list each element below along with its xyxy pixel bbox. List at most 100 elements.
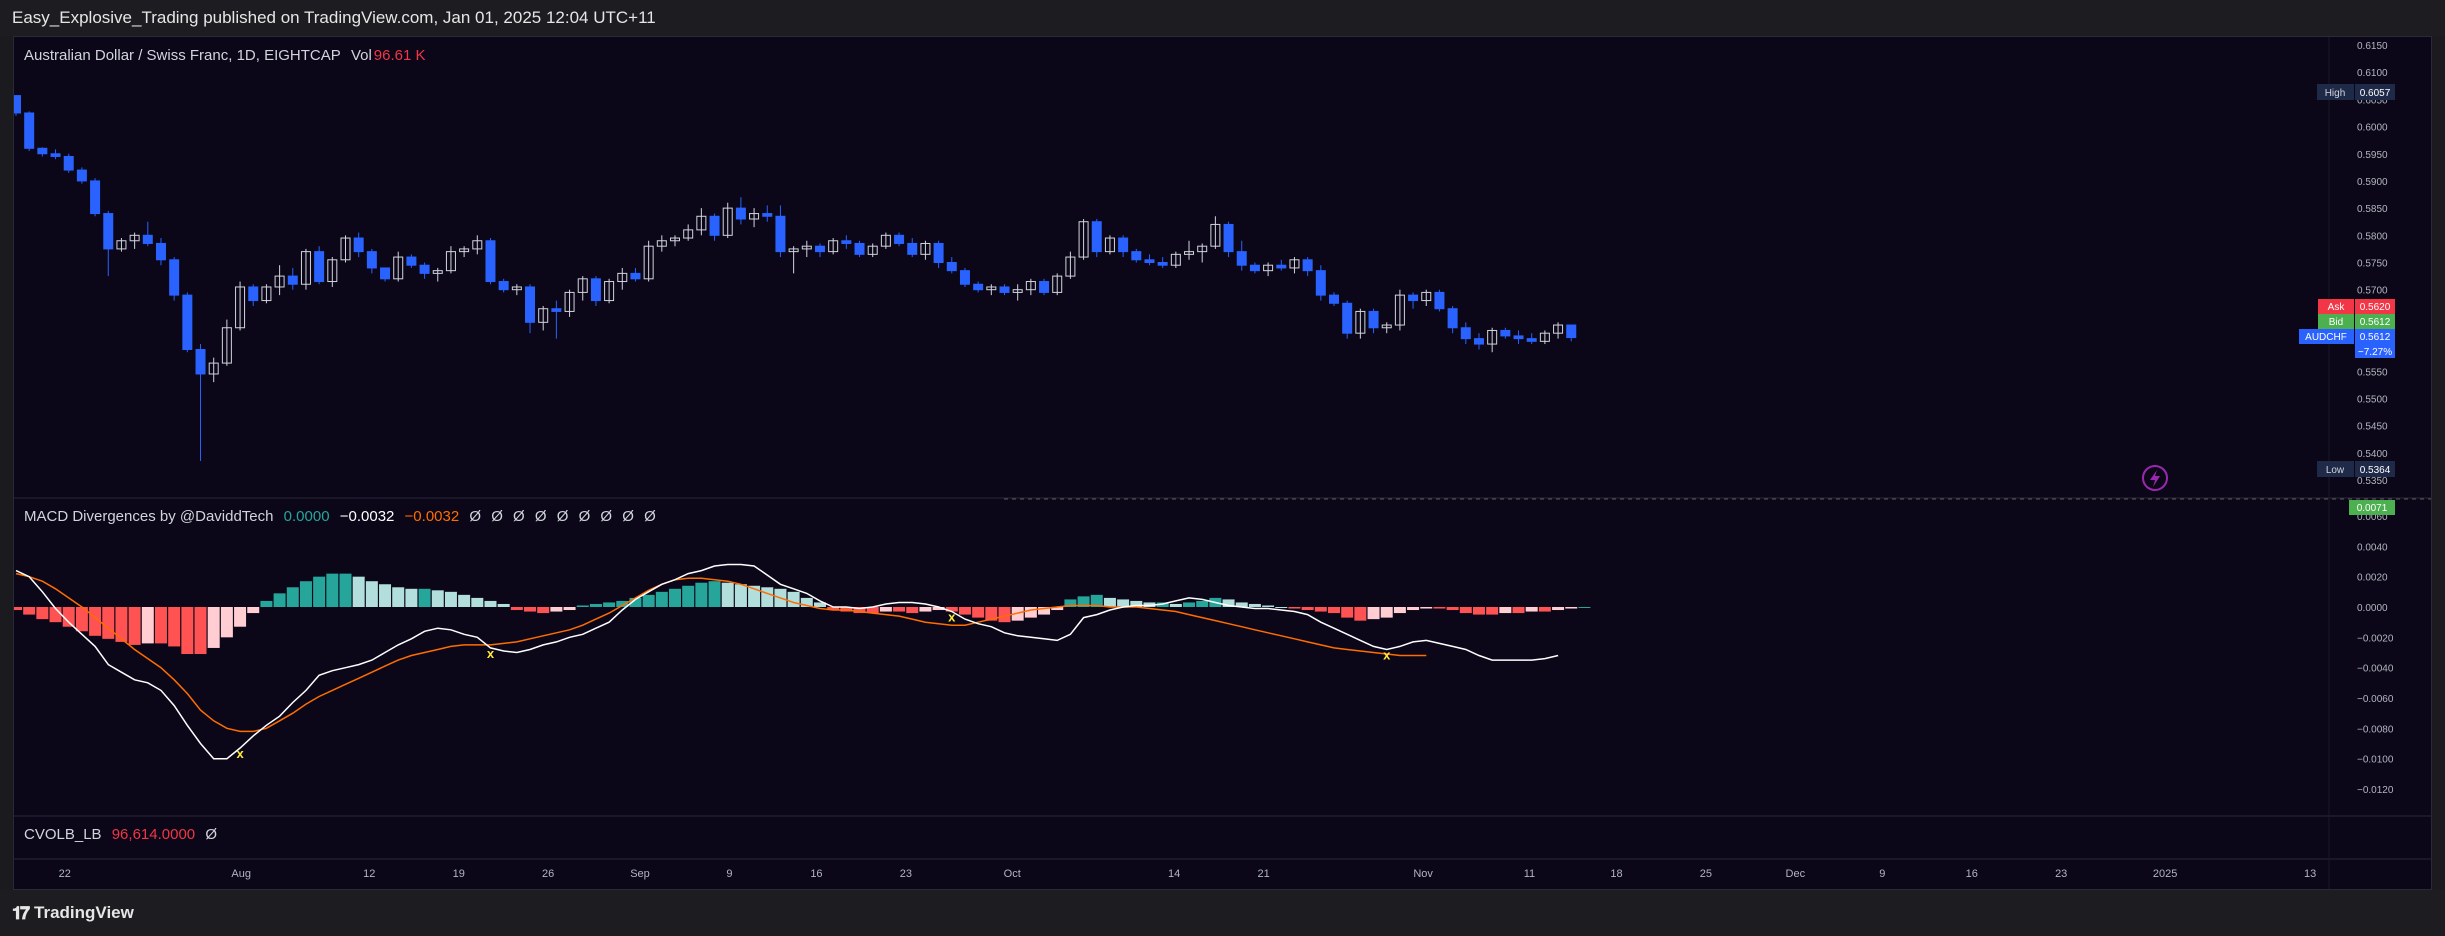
macd-histogram-bar [1024,607,1037,618]
macd-histogram-bar [629,597,642,607]
macd-histogram-bar [932,607,945,611]
macd-value-badge: 0.0071 [2349,500,2395,515]
macd-axis[interactable]: 0.0060 0.0040 0.0020 0.0000 −0.0020 −0.0040 −0… [2357,512,2394,796]
price-axis-label: 0.6050 [2357,95,2388,106]
macd-histogram [10,573,1591,655]
price-axis-label: 0.5800 [2357,231,2388,242]
time-axis[interactable]: 22 Aug 12 19 26 Sep 9 16 23 Oct 14 21 Nov 11 18 25 Dec 9 1… [59,868,2317,880]
macd-histogram-bar [800,597,813,607]
tradingview-logo[interactable]: 𝟏𝟕 TradingView [12,903,134,924]
symbol-legend[interactable]: Australian Dollar / Swiss Franc, 1D, EIG… [24,47,432,64]
candle-bear [814,245,825,253]
lightning-icon[interactable] [2142,465,2168,491]
macd-histogram-bar [471,597,484,607]
candle-bear [90,180,101,215]
macd-histogram-bar [339,573,352,607]
publish-line: Easy_Explosive_Trading published on Trad… [12,8,656,27]
candle-bull [261,286,272,302]
candle-bear [380,267,391,280]
low-badge: Low 0.5364 [2317,461,2395,477]
price-axis-label: 0.5450 [2357,422,2388,433]
candle-bull [696,215,707,231]
macd-histogram-bar [695,582,708,607]
macd-histogram-bar [1380,607,1393,618]
time-axis-label: 23 [900,868,912,880]
candle-bear [419,264,430,274]
macd-histogram-bar [1314,607,1327,612]
macd-histogram-bar [787,591,800,607]
macd-histogram-bar [405,588,418,607]
candle-bear [11,95,21,114]
price-axis-label: 0.5750 [2357,259,2388,270]
macd-axis-label: 0.0040 [2357,542,2388,553]
macd-histogram-bar [1248,603,1261,607]
candle-bear [1302,259,1313,272]
high-badge: High 0.6057 [2317,84,2395,100]
candle-bull [1553,324,1564,334]
candle-bear [1342,302,1353,334]
macd-histogram-bar [906,607,919,614]
price-axis-label: 0.6150 [2357,41,2388,52]
macd-histogram-bar [365,581,378,607]
macd-histogram-bar [207,607,220,648]
time-axis-label: 13 [2304,868,2316,880]
candle-bear [1039,281,1050,293]
macd-histogram-bar [1117,599,1130,607]
macd-histogram-bar [247,607,260,614]
vol-value: 96.61 K [373,47,426,64]
price-axis-label: 0.6100 [2357,68,2388,79]
macd-histogram-bar [1038,607,1051,615]
macd-axis-label: −0.0100 [2357,755,2394,766]
macd-histogram-bar [36,607,49,620]
candle-bull [1487,329,1498,345]
macd-histogram-bar [1393,607,1406,614]
chart-frame[interactable]: 0.6150 0.6100 0.6050 0.6000 0.5950 0.5900 0.58… [10,36,2432,890]
candle-bear [1513,335,1524,340]
candle-bear [1329,294,1339,304]
candle-bear [169,259,180,296]
macd-histogram-bar [589,603,602,607]
macd-histogram-bar [75,607,88,632]
price-axis[interactable]: 0.6150 0.6100 0.6050 0.6000 0.5950 0.5900 0.58… [2357,41,2388,487]
candle-bull [1065,256,1076,277]
tradingview-logo-text: TradingView [34,903,134,922]
macd-histogram-bar [1064,599,1077,607]
candle-bear [1223,223,1234,253]
svg-text:0.5364: 0.5364 [2360,465,2391,476]
time-axis-label: 25 [1700,868,1712,880]
macd-line [15,563,1559,760]
macd-histogram-bar [1051,607,1064,611]
price-axis-label: 0.5900 [2357,177,2388,188]
vol-label: Vol [350,47,372,64]
candle-bear [1315,270,1326,296]
macd-v1: 0.0000 [283,508,330,525]
candle-bear [287,275,298,285]
price-axis-label: 0.6000 [2357,123,2388,134]
macd-histogram-bar [721,582,734,607]
time-axis-label: 19 [453,868,465,880]
macd-histogram-bar [550,607,563,612]
macd-histogram-bar [313,576,326,607]
macd-histogram-bar [1459,607,1472,614]
macd-histogram-bar [748,585,761,607]
candle-bear [498,281,509,291]
candle-bull [564,291,575,312]
candle-bear [353,237,364,253]
macd-histogram-bar [1275,607,1288,608]
macd-histogram-bar [642,594,655,607]
cvol-empty: Ø [205,826,217,843]
candle-bull [656,240,667,247]
macd-histogram-bar [945,607,958,612]
macd-histogram-bar [827,607,840,611]
macd-histogram-bar [1499,607,1512,614]
candle-bear [63,155,74,171]
macd-empty-4: Ø [556,508,569,525]
macd-legend[interactable]: MACD Divergences by @DaviddTech 0.0000 −… [24,508,662,525]
candle-bull [867,245,878,255]
macd-histogram-bar [1565,607,1578,609]
candle-bear [1157,262,1168,266]
macd-histogram-bar [128,607,141,645]
chart-svg[interactable]: 0.6150 0.6100 0.6050 0.6000 0.5950 0.5900 0.58… [10,37,2431,889]
cvol-legend[interactable]: CVOLB_LB 96,614.0000 Ø [24,826,223,843]
candle-bull [1078,221,1089,258]
